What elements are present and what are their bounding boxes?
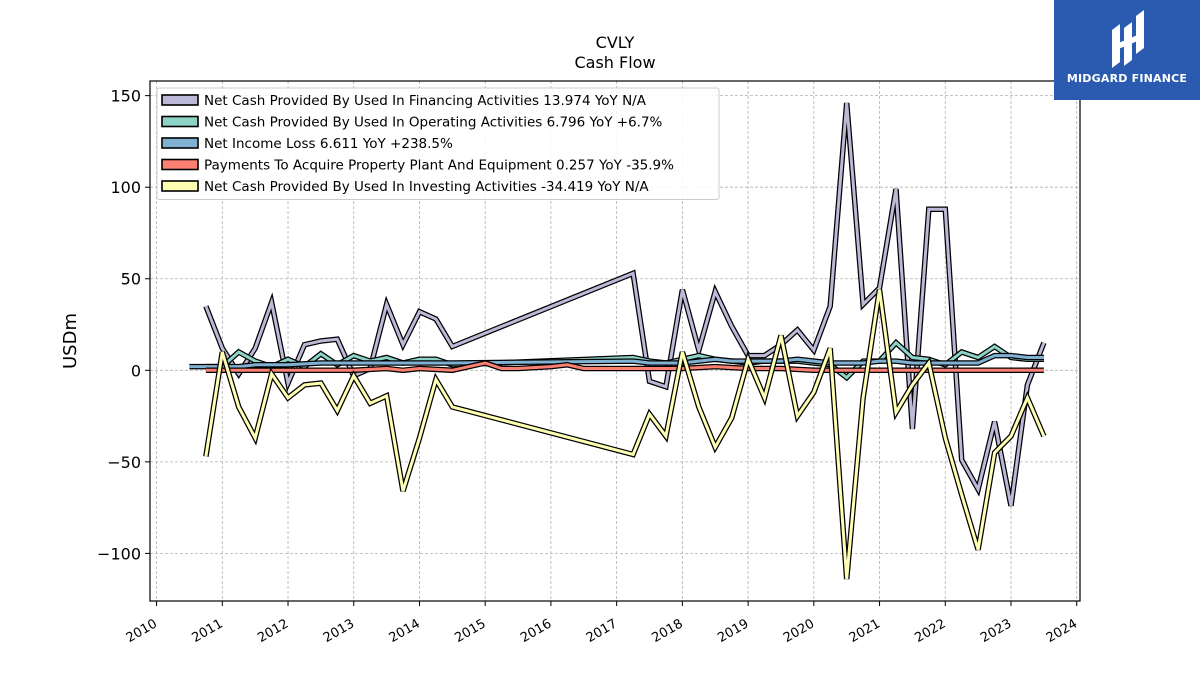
x-tick-label: 2017 (584, 616, 620, 646)
x-tick-label: 2019 (715, 616, 751, 646)
x-tick-label: 2014 (387, 616, 423, 646)
y-axis-label: USDm (60, 313, 81, 369)
x-tick-label: 2020 (781, 616, 817, 646)
legend-label-0: Net Cash Provided By Used In Financing A… (204, 93, 647, 109)
x-tick-label: 2012 (255, 616, 291, 646)
legend-swatch-3 (161, 158, 199, 171)
series-4-line (204, 289, 1046, 580)
x-tick-label: 2021 (847, 616, 883, 646)
legend-swatch-1 (161, 115, 199, 128)
legend-box (156, 87, 720, 200)
x-tick-label: 2013 (321, 616, 357, 646)
legend-swatch-4 (161, 180, 199, 192)
midgard-logo-icon (1112, 10, 1144, 68)
legend-label-3: Payments To Acquire Property Plant And E… (204, 158, 674, 174)
x-tick-label: 2015 (452, 616, 488, 646)
series-0-line (204, 102, 1046, 507)
series-3-line (205, 361, 1044, 372)
legend-label-2: Net Income Loss 6.611 YoY +238.5% (204, 136, 453, 152)
y-tick-label: 50 (121, 270, 141, 289)
brand-logo: MIDGARD FINANCE (1054, 0, 1200, 100)
series-lines (189, 102, 1047, 580)
chart-title: CVLY (596, 33, 635, 52)
legend-swatch-2 (161, 137, 199, 149)
plot-frame (149, 80, 1081, 602)
logo-text: MIDGARD FINANCE (1066, 72, 1188, 85)
y-tick-label: 100 (110, 178, 141, 197)
x-tick-label: 2011 (189, 616, 225, 646)
x-tick-label: 2022 (912, 616, 948, 646)
x-tick-label: 2018 (650, 616, 686, 646)
x-tick-label: 2023 (978, 616, 1014, 646)
y-tick-label: −100 (97, 544, 141, 563)
y-tick-label: −50 (107, 453, 141, 472)
series-2-line (189, 354, 1044, 369)
chart-subtitle: Cash Flow (574, 53, 655, 72)
x-tick-label: 2010 (124, 616, 160, 646)
y-tick-label: 150 (110, 87, 141, 106)
x-tick-label: 2024 (1044, 616, 1080, 646)
legend-swatch-0 (161, 94, 199, 106)
legend-label-4: Net Cash Provided By Used In Investing A… (204, 179, 649, 195)
x-tick-label: 2016 (518, 616, 554, 646)
y-tick-label: 0 (131, 361, 141, 380)
legend-label-1: Net Cash Provided By Used In Operating A… (204, 115, 663, 131)
legend: Net Cash Provided By Used In Financing A… (156, 87, 720, 200)
